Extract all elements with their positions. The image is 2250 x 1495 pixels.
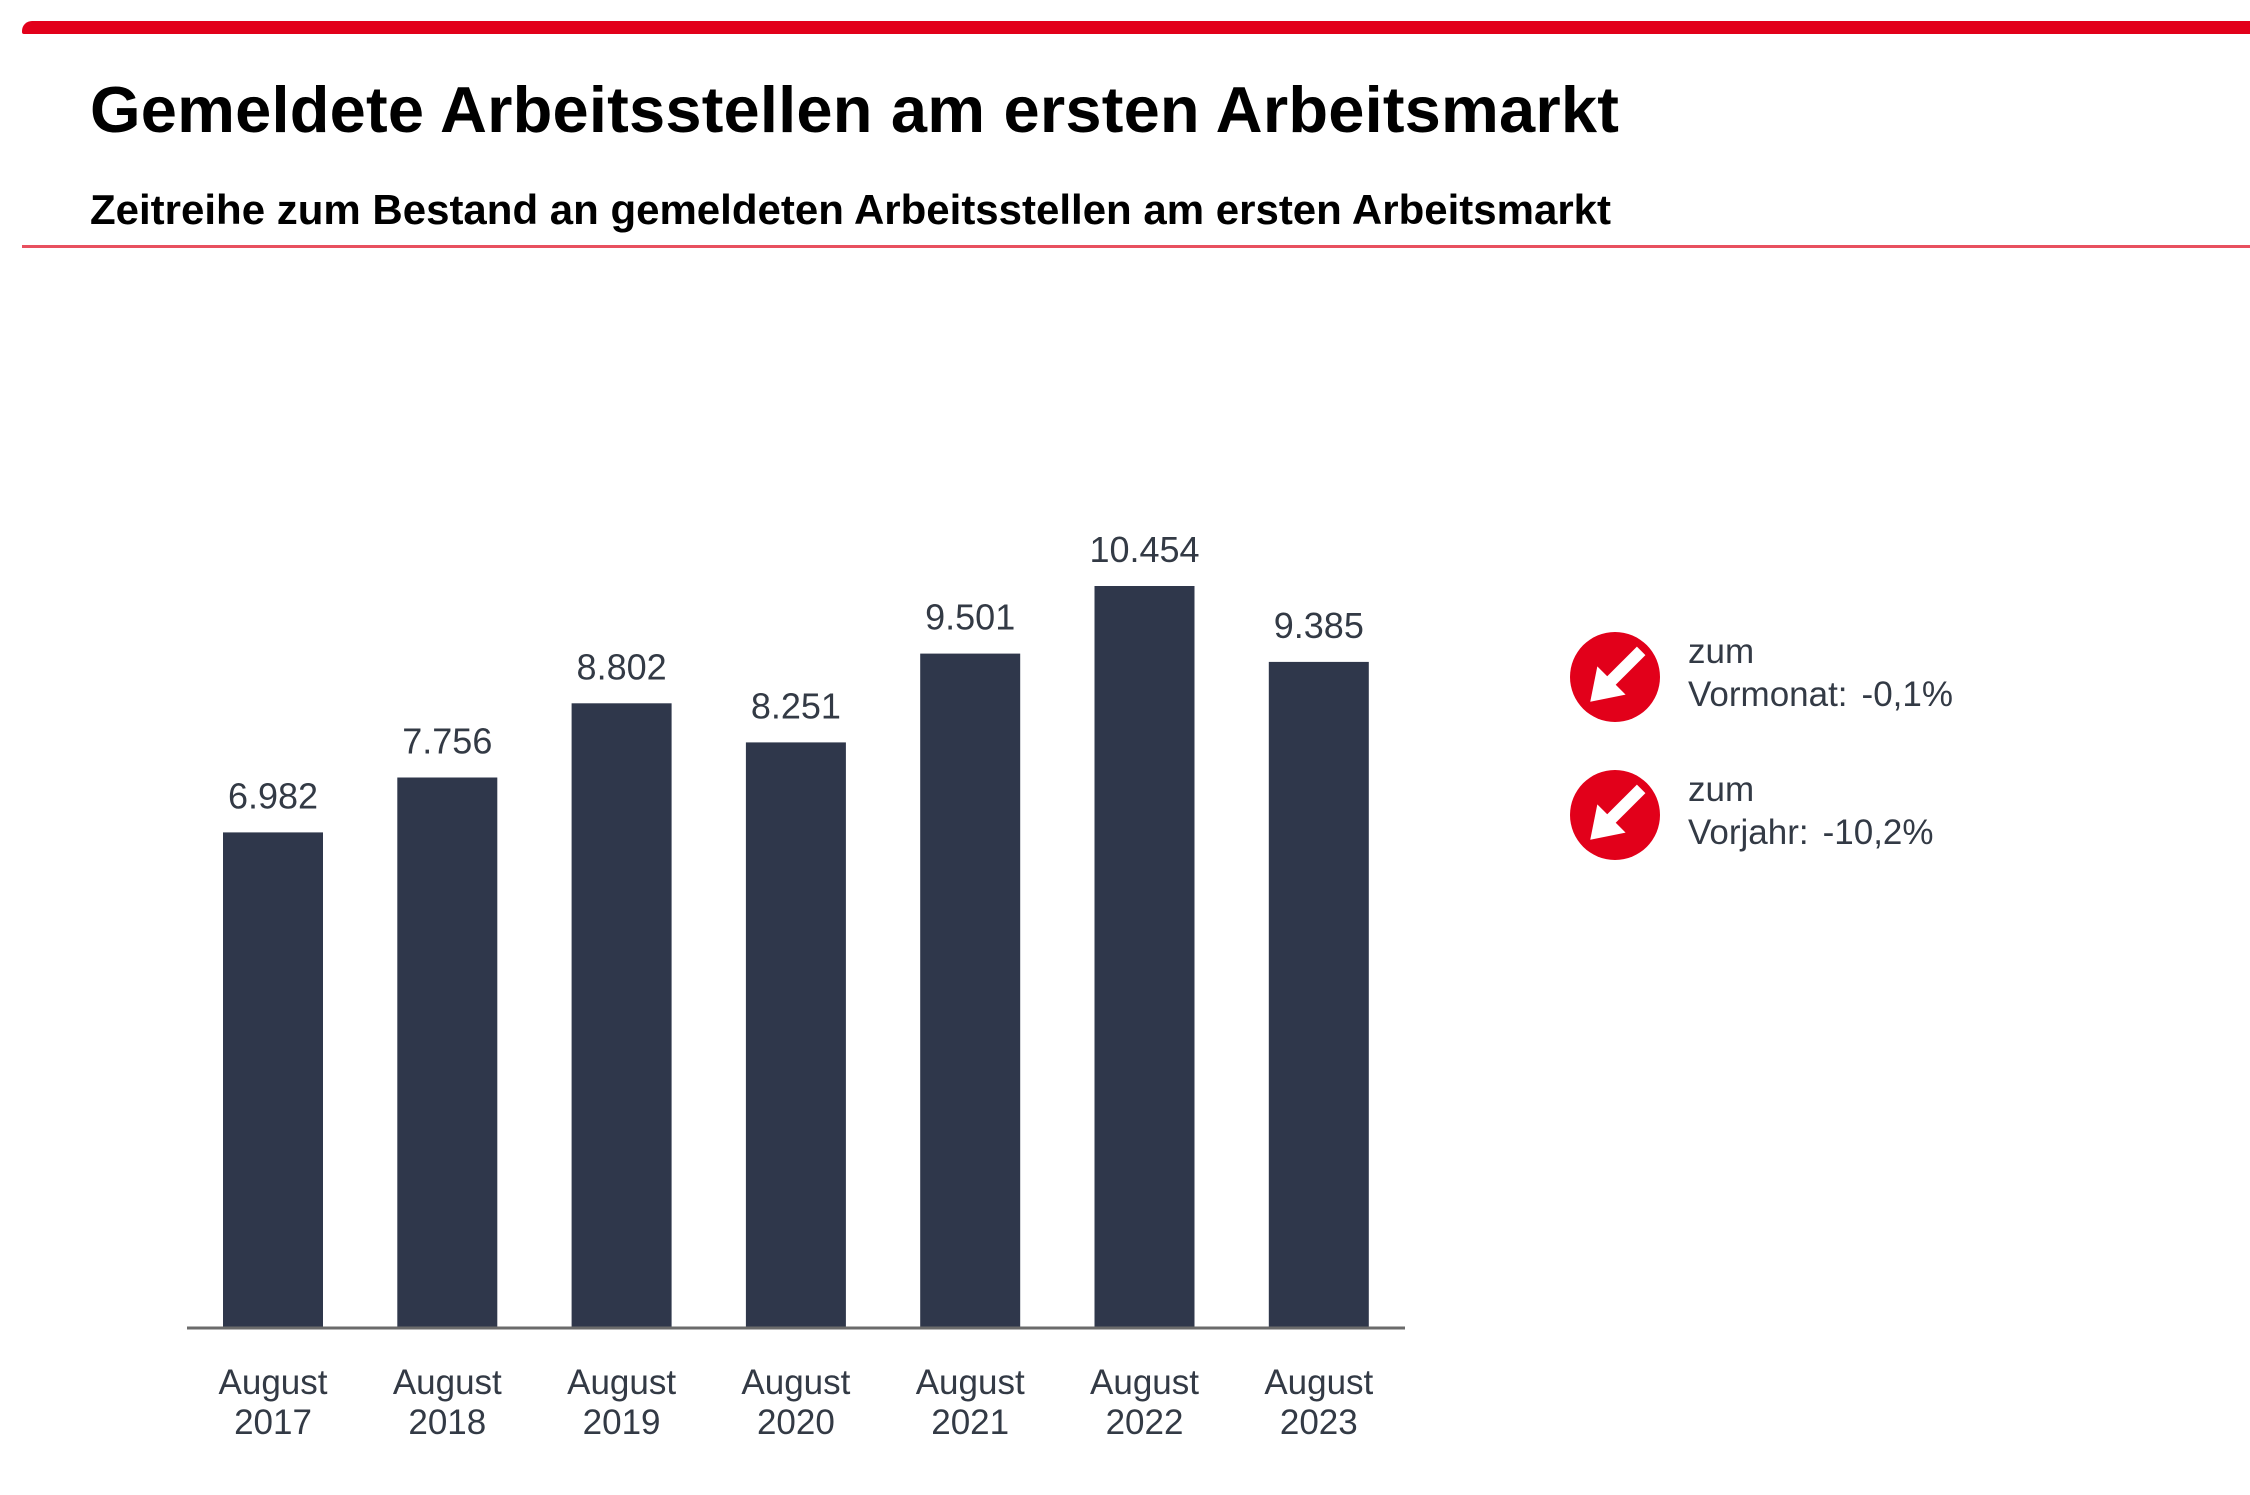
kpi-label: Vormonat: <box>1688 675 1848 714</box>
x-tick-label: August 2019 <box>567 1363 676 1442</box>
x-tick-label: August 2020 <box>741 1363 850 1442</box>
value-labels-group: 6.982 7.756 8.802 8.251 9.501 10.454 9.385 <box>228 529 1364 816</box>
x-tick-label-month: August <box>1264 1363 1373 1402</box>
kpi-vorjahr: zum Vorjahr: -10,2% <box>1568 768 2168 868</box>
data-label: 8.802 <box>577 646 667 687</box>
arrow-down-right-icon <box>1570 632 1660 722</box>
kpi-vormonat: zum Vormonat: -0,1% <box>1568 630 2168 730</box>
bar <box>920 653 1021 1328</box>
bar <box>1094 586 1195 1328</box>
bar <box>571 703 672 1328</box>
data-label: 9.501 <box>925 597 1015 638</box>
kpi-value: -10,2% <box>1822 813 1934 852</box>
x-tick-label-year: 2022 <box>1106 1403 1184 1442</box>
bar-chart: 6.982 7.756 8.802 8.251 9.501 10.454 9.385 Aug… <box>187 529 1405 1442</box>
chart-title: Gemeldete Arbeitsstellen am ersten Arbei… <box>90 73 1620 146</box>
arrow-down-right-icon <box>1570 770 1660 860</box>
kpi-label: Vorjahr: <box>1688 813 1809 852</box>
data-label: 8.251 <box>751 685 841 726</box>
x-tick-label-month: August <box>393 1363 502 1402</box>
x-tick-label-month: August <box>741 1363 850 1402</box>
bar <box>1268 661 1369 1328</box>
x-tick-label-year: 2019 <box>583 1403 661 1442</box>
kpi-text: zum Vorjahr: -10,2% <box>1688 768 1934 854</box>
x-tick-label-month: August <box>916 1363 1025 1402</box>
bar <box>223 832 323 1328</box>
x-tick-label: August 2022 <box>1090 1363 1199 1442</box>
bar <box>745 742 846 1328</box>
x-tick-label: August 2023 <box>1264 1363 1373 1442</box>
x-tick-label-year: 2023 <box>1280 1403 1358 1442</box>
x-tick-label-month: August <box>1090 1363 1199 1402</box>
x-tick-label: August 2021 <box>916 1363 1025 1442</box>
data-label: 6.982 <box>228 775 318 816</box>
data-label: 7.756 <box>402 721 492 762</box>
kpi-text: zum Vormonat: -0,1% <box>1688 630 1953 716</box>
x-tick-label: August 2017 <box>219 1363 328 1442</box>
kpi-prefix: zum <box>1688 632 1755 671</box>
x-tick-label-month: August <box>567 1363 676 1402</box>
header-accent-bar <box>22 21 2250 34</box>
x-tick-label-year: 2017 <box>234 1403 312 1442</box>
x-tick-label-month: August <box>219 1363 328 1402</box>
bars-group <box>223 586 1369 1328</box>
x-tick-label-year: 2018 <box>408 1403 486 1442</box>
chart-subtitle: Zeitreihe zum Bestand an gemeldeten Arbe… <box>90 186 1612 233</box>
data-label: 9.385 <box>1274 605 1364 646</box>
data-label: 10.454 <box>1089 529 1199 570</box>
bar <box>397 777 498 1328</box>
x-tick-label: August 2018 <box>393 1363 502 1442</box>
kpi-prefix: zum <box>1688 770 1755 809</box>
x-tick-label-year: 2021 <box>931 1403 1009 1442</box>
kpi-value: -0,1% <box>1861 675 1953 714</box>
x-tick-label-year: 2020 <box>757 1403 835 1442</box>
header-divider <box>22 245 2250 248</box>
